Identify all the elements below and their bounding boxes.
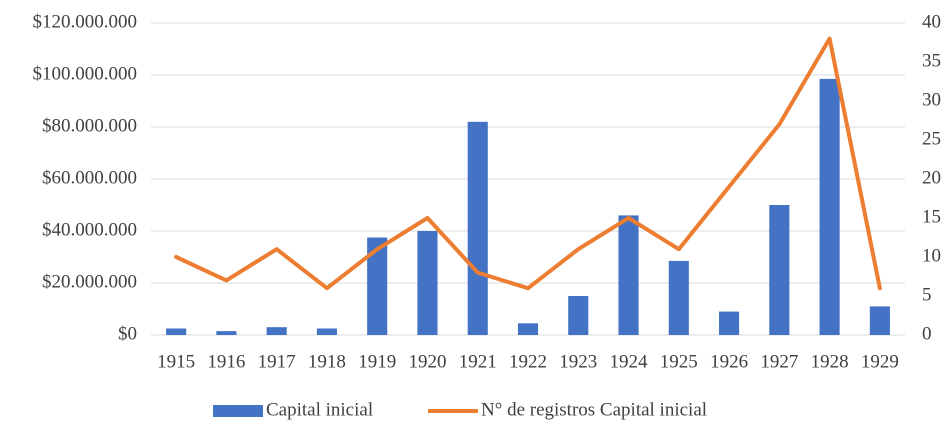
y-tick-label: $80.000.000 [42, 115, 137, 136]
x-tick-label: 1926 [710, 351, 748, 372]
x-tick-label: 1925 [660, 351, 698, 372]
y2-tick-label: 25 [922, 128, 941, 149]
x-tick-label: 1922 [509, 351, 547, 372]
bar [769, 205, 790, 335]
x-tick-label: 1923 [559, 351, 597, 372]
y-tick-label: $40.000.000 [42, 219, 137, 240]
x-tick-label: 1918 [308, 351, 346, 372]
y2-tick-label: 40 [922, 11, 941, 32]
bar [568, 296, 589, 335]
x-tick-label: 1929 [861, 351, 899, 372]
y2-tick-label: 0 [922, 323, 932, 344]
bar [166, 328, 187, 335]
bar [367, 237, 388, 335]
bar [869, 306, 890, 335]
bar [417, 231, 438, 335]
y2-tick-label: 10 [922, 245, 941, 266]
x-tick-label: 1915 [157, 351, 195, 372]
line [174, 36, 882, 291]
legend-label: Capital inicial [266, 399, 373, 420]
x-tick-label: 1921 [459, 351, 497, 372]
y2-tick-label: 35 [922, 50, 941, 71]
x-tick-label: 1920 [408, 351, 446, 372]
bar [266, 327, 287, 335]
y2-tick-label: 20 [922, 167, 941, 188]
bar [819, 78, 840, 336]
x-tick-label: 1916 [207, 351, 245, 372]
y-tick-label: $120.000.000 [33, 11, 138, 32]
bar [216, 331, 237, 335]
x-tick-label: 1917 [258, 351, 296, 372]
y-tick-label: $100.000.000 [33, 63, 138, 84]
x-tick-label: 1919 [358, 351, 396, 372]
bar [719, 311, 740, 335]
legend-swatch [213, 405, 263, 417]
x-tick-label: 1924 [610, 351, 649, 372]
bar [517, 323, 539, 335]
bar [316, 328, 337, 335]
x-tick-label: 1928 [811, 351, 849, 372]
y2-tick-label: 5 [922, 284, 932, 305]
y-tick-label: $60.000.000 [42, 167, 137, 188]
bar [467, 121, 488, 335]
y2-tick-label: 30 [922, 89, 941, 110]
legend-label: N° de registros Capital inicial [481, 399, 707, 420]
x-tick-label: 1927 [760, 351, 798, 372]
y-tick-label: $20.000.000 [42, 271, 137, 292]
bar [668, 260, 689, 335]
y-tick-label: $0 [118, 323, 137, 344]
y2-tick-label: 15 [922, 206, 941, 227]
bar [618, 215, 639, 335]
